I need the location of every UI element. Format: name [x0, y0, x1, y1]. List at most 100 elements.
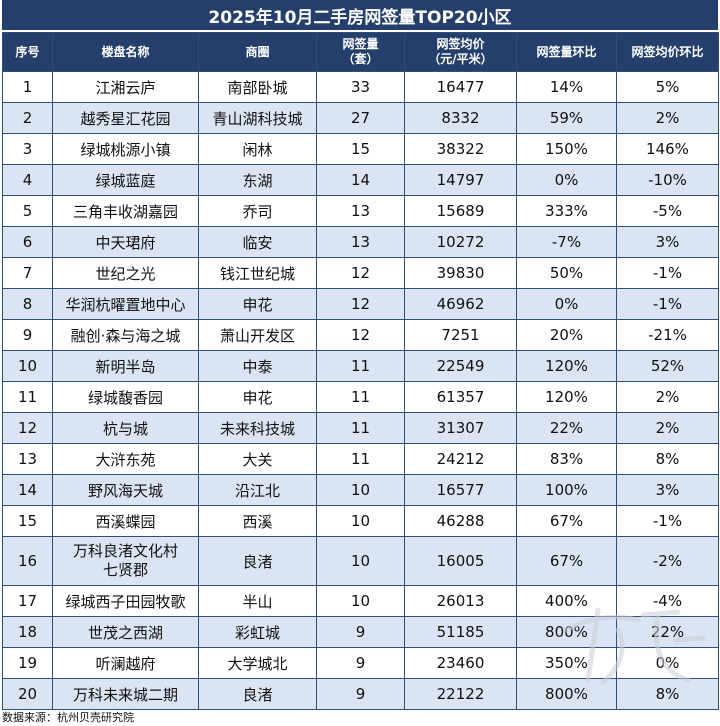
cell-rank: 17: [2, 585, 53, 617]
table-row: 9 融创·森与海之城 萧山开发区 12 7251 20% -21%: [2, 319, 719, 351]
cell-count-mom: 14%: [516, 71, 617, 103]
cell-count: 10: [316, 505, 405, 537]
table-row: 2 越秀星汇花园 青山湖科技城 27 8332 59% 2%: [2, 102, 719, 134]
cell-name: 绿城西子田园牧歌: [52, 585, 199, 617]
table-row: 1 江湘云庐 南部卧城 33 16477 14% 5%: [2, 71, 719, 103]
cell-price-mom: -4%: [616, 585, 719, 617]
header-count-line1: 网签量: [342, 37, 379, 51]
cell-price: 26013: [404, 585, 517, 617]
header-name: 楼盘名称: [52, 32, 199, 72]
cell-rank: 13: [2, 443, 53, 475]
data-source-note: 数据来源：杭州贝壳研究院: [2, 711, 134, 724]
table-row: 3 绿城桃源小镇 闲林 15 38322 150% 146%: [2, 133, 719, 165]
cell-name-line2: 七贤郡: [102, 561, 148, 579]
cell-name: 大浒东苑: [52, 443, 199, 475]
cell-name: 听澜越府: [52, 647, 199, 679]
cell-price: 23460: [404, 647, 517, 679]
cell-rank: 10: [2, 350, 53, 382]
header-area: 商圈: [198, 32, 317, 72]
cell-name: 绿城蓝庭: [52, 164, 199, 196]
cell-price: 16005: [404, 536, 517, 586]
cell-price: 22549: [404, 350, 517, 382]
cell-area: 未来科技城: [198, 412, 317, 444]
cell-name-line1: 万科良渚文化村: [72, 542, 178, 560]
cell-area: 青山湖科技城: [198, 102, 317, 134]
cell-price: 14797: [404, 164, 517, 196]
cell-rank: 7: [2, 257, 53, 289]
cell-price-mom: 52%: [616, 350, 719, 382]
cell-price: 8332: [404, 102, 517, 134]
cell-price: 38322: [404, 133, 517, 165]
ranking-table: 序号 楼盘名称 商圈 网签量 （套） 网签均价 （元/平米） 网签量环比 网签均…: [2, 32, 719, 710]
cell-price: 46288: [404, 505, 517, 537]
cell-count: 11: [316, 350, 405, 382]
cell-name: 融创·森与海之城: [52, 319, 199, 351]
cell-name: 江湘云庐: [52, 71, 199, 103]
cell-price: 16477: [404, 71, 517, 103]
cell-name: 三角丰收湖嘉园: [52, 195, 199, 227]
cell-rank: 1: [2, 71, 53, 103]
header-price-line1: 网签均价: [436, 37, 485, 51]
cell-area: 大学城北: [198, 647, 317, 679]
cell-area: 良渚: [198, 536, 317, 586]
cell-count: 13: [316, 195, 405, 227]
cell-name: 万科良渚文化村 七贤郡: [52, 536, 199, 586]
cell-price-mom: 146%: [616, 133, 719, 165]
cell-name: 绿城桃源小镇: [52, 133, 199, 165]
cell-count: 12: [316, 319, 405, 351]
cell-rank: 9: [2, 319, 53, 351]
cell-name: 西溪蝶园: [52, 505, 199, 537]
header-price-line2: （元/平米）: [428, 52, 493, 66]
cell-count: 10: [316, 536, 405, 586]
cell-name: 野风海天城: [52, 474, 199, 506]
cell-area: 临安: [198, 226, 317, 258]
cell-price: 61357: [404, 381, 517, 413]
cell-price: 24212: [404, 443, 517, 475]
cell-count-mom: 120%: [516, 381, 617, 413]
cell-count-mom: 67%: [516, 505, 617, 537]
cell-count: 33: [316, 71, 405, 103]
cell-name: 华润杭曜置地中心: [52, 288, 199, 320]
cell-price-mom: -10%: [616, 164, 719, 196]
table-row: 16 万科良渚文化村 七贤郡 良渚 10 16005 67% -2%: [2, 536, 719, 586]
cell-price-mom: -2%: [616, 536, 719, 586]
cell-price-mom: 8%: [616, 443, 719, 475]
cell-area: 乔司: [198, 195, 317, 227]
cell-area: 闲林: [198, 133, 317, 165]
cell-price: 31307: [404, 412, 517, 444]
cell-price-mom: 5%: [616, 71, 719, 103]
cell-count: 11: [316, 381, 405, 413]
cell-name: 越秀星汇花园: [52, 102, 199, 134]
table-row: 14 野风海天城 沿江北 10 16577 100% 3%: [2, 474, 719, 506]
cell-count-mom: 0%: [516, 288, 617, 320]
cell-count-mom: -7%: [516, 226, 617, 258]
header-count-mom: 网签量环比: [516, 32, 617, 72]
cell-count-mom: 150%: [516, 133, 617, 165]
cell-rank: 11: [2, 381, 53, 413]
cell-count: 10: [316, 585, 405, 617]
table-title: 2025年10月二手房网签量TOP20小区: [2, 0, 718, 30]
cell-rank: 6: [2, 226, 53, 258]
cell-price: 51185: [404, 616, 517, 648]
cell-count: 11: [316, 443, 405, 475]
cell-count-mom: 350%: [516, 647, 617, 679]
cell-rank: 3: [2, 133, 53, 165]
cell-count-mom: 59%: [516, 102, 617, 134]
cell-count: 11: [316, 412, 405, 444]
cell-count-mom: 333%: [516, 195, 617, 227]
cell-name: 世纪之光: [52, 257, 199, 289]
cell-area: 申花: [198, 381, 317, 413]
cell-area: 大关: [198, 443, 317, 475]
cell-rank: 2: [2, 102, 53, 134]
cell-count: 9: [316, 616, 405, 648]
table-row: 17 绿城西子田园牧歌 半山 10 26013 400% -4%: [2, 585, 719, 617]
cell-rank: 16: [2, 536, 53, 586]
cell-count: 12: [316, 257, 405, 289]
header-rank: 序号: [2, 32, 53, 72]
cell-rank: 12: [2, 412, 53, 444]
cell-count-mom: 100%: [516, 474, 617, 506]
header-price-mom: 网签均价环比: [616, 32, 719, 72]
cell-count-mom: 20%: [516, 319, 617, 351]
cell-price-mom: 8%: [616, 678, 719, 710]
table-row: 13 大浒东苑 大关 11 24212 83% 8%: [2, 443, 719, 475]
